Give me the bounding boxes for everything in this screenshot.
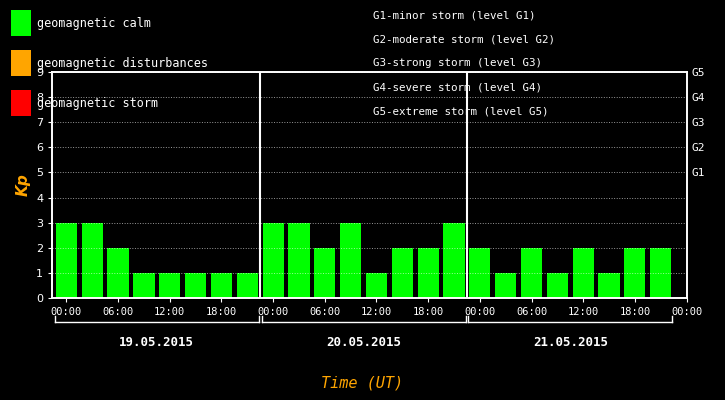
Text: G5-extreme storm (level G5): G5-extreme storm (level G5) bbox=[373, 106, 549, 116]
Bar bbox=[650, 248, 671, 298]
Bar bbox=[211, 273, 232, 298]
Bar bbox=[340, 223, 361, 298]
Bar bbox=[185, 273, 206, 298]
Text: 19.05.2015: 19.05.2015 bbox=[120, 336, 194, 349]
Bar bbox=[56, 223, 77, 298]
Text: 20.05.2015: 20.05.2015 bbox=[326, 336, 401, 349]
Bar bbox=[107, 248, 128, 298]
Bar bbox=[160, 273, 181, 298]
Y-axis label: Kp: Kp bbox=[15, 174, 30, 196]
Bar bbox=[547, 273, 568, 298]
Text: G1-minor storm (level G1): G1-minor storm (level G1) bbox=[373, 10, 536, 20]
Bar bbox=[573, 248, 594, 298]
Bar bbox=[392, 248, 413, 298]
Text: geomagnetic calm: geomagnetic calm bbox=[37, 16, 151, 30]
Bar bbox=[314, 248, 336, 298]
Text: geomagnetic storm: geomagnetic storm bbox=[37, 96, 158, 110]
Bar bbox=[133, 273, 154, 298]
Bar bbox=[366, 273, 387, 298]
Bar bbox=[444, 223, 465, 298]
Text: Time (UT): Time (UT) bbox=[321, 375, 404, 390]
Bar bbox=[262, 223, 283, 298]
Bar bbox=[418, 248, 439, 298]
Bar bbox=[624, 248, 645, 298]
Text: 21.05.2015: 21.05.2015 bbox=[533, 336, 608, 349]
Bar bbox=[236, 273, 258, 298]
Bar bbox=[598, 273, 620, 298]
Text: G3-strong storm (level G3): G3-strong storm (level G3) bbox=[373, 58, 542, 68]
Bar bbox=[521, 248, 542, 298]
Text: G2-moderate storm (level G2): G2-moderate storm (level G2) bbox=[373, 34, 555, 44]
Text: geomagnetic disturbances: geomagnetic disturbances bbox=[37, 56, 208, 70]
Text: G4-severe storm (level G4): G4-severe storm (level G4) bbox=[373, 82, 542, 92]
Bar bbox=[495, 273, 516, 298]
Bar bbox=[469, 248, 490, 298]
Bar bbox=[289, 223, 310, 298]
Bar bbox=[82, 223, 103, 298]
